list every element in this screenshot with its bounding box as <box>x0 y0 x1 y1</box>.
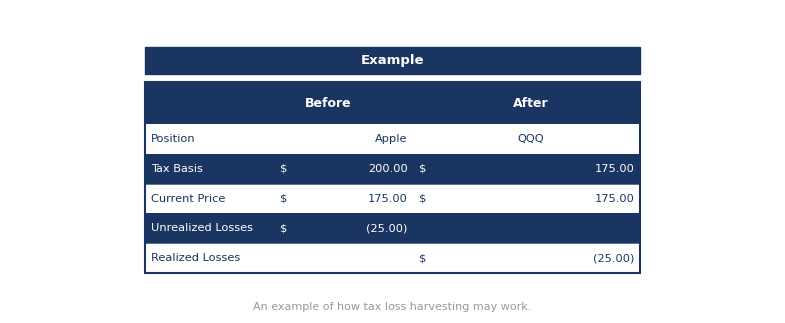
Text: Example: Example <box>361 54 424 67</box>
Text: 175.00: 175.00 <box>594 193 634 203</box>
Text: $: $ <box>280 164 287 174</box>
Text: 200.00: 200.00 <box>368 164 408 174</box>
Text: $: $ <box>418 253 426 263</box>
Text: QQQ: QQQ <box>517 134 544 144</box>
Text: An example of how tax loss harvesting may work.: An example of how tax loss harvesting ma… <box>254 302 531 312</box>
Text: Apple: Apple <box>375 134 408 144</box>
Text: 175.00: 175.00 <box>594 164 634 174</box>
Text: Position: Position <box>151 134 195 144</box>
Text: (25.00): (25.00) <box>367 223 408 233</box>
Text: $: $ <box>280 223 287 233</box>
Text: Realized Losses: Realized Losses <box>151 253 240 263</box>
Text: $: $ <box>418 164 426 174</box>
Text: Current Price: Current Price <box>151 193 225 203</box>
Text: (25.00): (25.00) <box>593 253 634 263</box>
Text: $: $ <box>280 193 287 203</box>
Text: 175.00: 175.00 <box>368 193 408 203</box>
Text: $: $ <box>418 193 426 203</box>
Text: After: After <box>513 97 549 110</box>
Text: Unrealized Losses: Unrealized Losses <box>151 223 253 233</box>
Text: Tax Basis: Tax Basis <box>151 164 203 174</box>
Text: Before: Before <box>305 97 352 110</box>
